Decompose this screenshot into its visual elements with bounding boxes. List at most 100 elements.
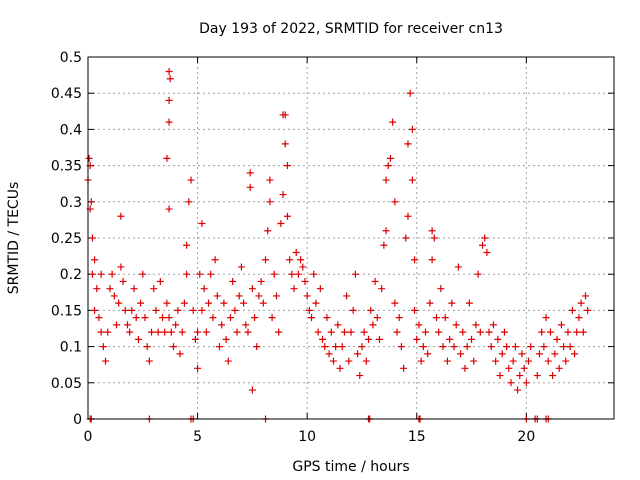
data-point (312, 299, 320, 307)
data-point (553, 335, 561, 343)
data-point (483, 248, 491, 256)
data-point (191, 335, 199, 343)
data-point (540, 343, 548, 351)
data-point (88, 270, 96, 278)
data-point (244, 328, 252, 336)
x-axis-label: GPS time / hours (292, 459, 409, 475)
data-point (369, 321, 377, 329)
data-point (325, 350, 333, 358)
data-point (183, 241, 191, 249)
y-axis-label: SRMTID / TECUs (6, 182, 22, 295)
data-point (468, 335, 476, 343)
data-point (417, 357, 425, 365)
data-point (503, 343, 511, 351)
data-point (176, 350, 184, 358)
data-point (91, 306, 99, 314)
data-point (397, 343, 405, 351)
data-point (255, 292, 263, 300)
data-point (435, 328, 443, 336)
data-point (270, 270, 278, 278)
data-point (112, 321, 120, 329)
data-point (130, 285, 138, 293)
data-point (281, 140, 289, 148)
data-point (382, 227, 390, 235)
data-point (246, 183, 254, 191)
data-point (323, 314, 331, 322)
data-point (568, 306, 576, 314)
data-point (525, 357, 533, 365)
data-point (340, 328, 348, 336)
data-point (99, 343, 107, 351)
data-point (143, 343, 151, 351)
data-point (343, 292, 351, 300)
data-point (294, 270, 302, 278)
data-point (571, 350, 579, 358)
data-point (430, 234, 438, 242)
data-point (356, 372, 364, 380)
data-point (564, 328, 572, 336)
data-point (93, 285, 101, 293)
data-point (119, 277, 127, 285)
data-point (557, 321, 565, 329)
data-point (257, 277, 265, 285)
y-tick-label: 0.05 (51, 376, 82, 392)
data-point (226, 314, 234, 322)
data-point (165, 96, 173, 104)
data-point (292, 248, 300, 256)
data-point (139, 270, 147, 278)
data-point (459, 328, 467, 336)
data-point (251, 314, 259, 322)
data-point (283, 162, 291, 170)
data-point (389, 118, 397, 126)
data-point (426, 299, 434, 307)
data-point (347, 328, 355, 336)
data-point (299, 263, 307, 271)
data-point (579, 328, 587, 336)
data-point (108, 270, 116, 278)
data-point (329, 357, 337, 365)
data-point (338, 343, 346, 351)
data-point (283, 212, 291, 220)
x-tick-label: 0 (84, 429, 93, 445)
data-point (411, 306, 419, 314)
data-point (413, 335, 421, 343)
data-point (102, 357, 110, 365)
data-point (141, 314, 149, 322)
data-point (121, 306, 129, 314)
data-point (380, 241, 388, 249)
data-point (286, 256, 294, 264)
y-tick-label: 0.25 (51, 231, 82, 247)
data-point (165, 67, 173, 75)
data-point (110, 292, 118, 300)
data-point (373, 314, 381, 322)
y-tick-label: 0 (73, 412, 82, 428)
data-point (180, 299, 188, 307)
y-tick-label: 0.15 (51, 303, 82, 319)
data-point (485, 328, 493, 336)
data-point (178, 328, 186, 336)
data-point (441, 314, 449, 322)
data-point (474, 270, 482, 278)
data-point (150, 285, 158, 293)
data-point (411, 256, 419, 264)
data-point (365, 335, 373, 343)
data-point (507, 379, 515, 387)
data-point (161, 328, 169, 336)
data-point (573, 328, 581, 336)
data-point (419, 343, 427, 351)
data-point (546, 328, 554, 336)
data-point (148, 328, 156, 336)
data-point (500, 328, 508, 336)
data-point (200, 285, 208, 293)
data-point (159, 314, 167, 322)
data-point (321, 343, 329, 351)
data-point (487, 343, 495, 351)
data-point (582, 292, 590, 300)
data-point (378, 285, 386, 293)
data-point (97, 270, 105, 278)
data-point (259, 299, 267, 307)
data-point (198, 306, 206, 314)
data-point (562, 357, 570, 365)
